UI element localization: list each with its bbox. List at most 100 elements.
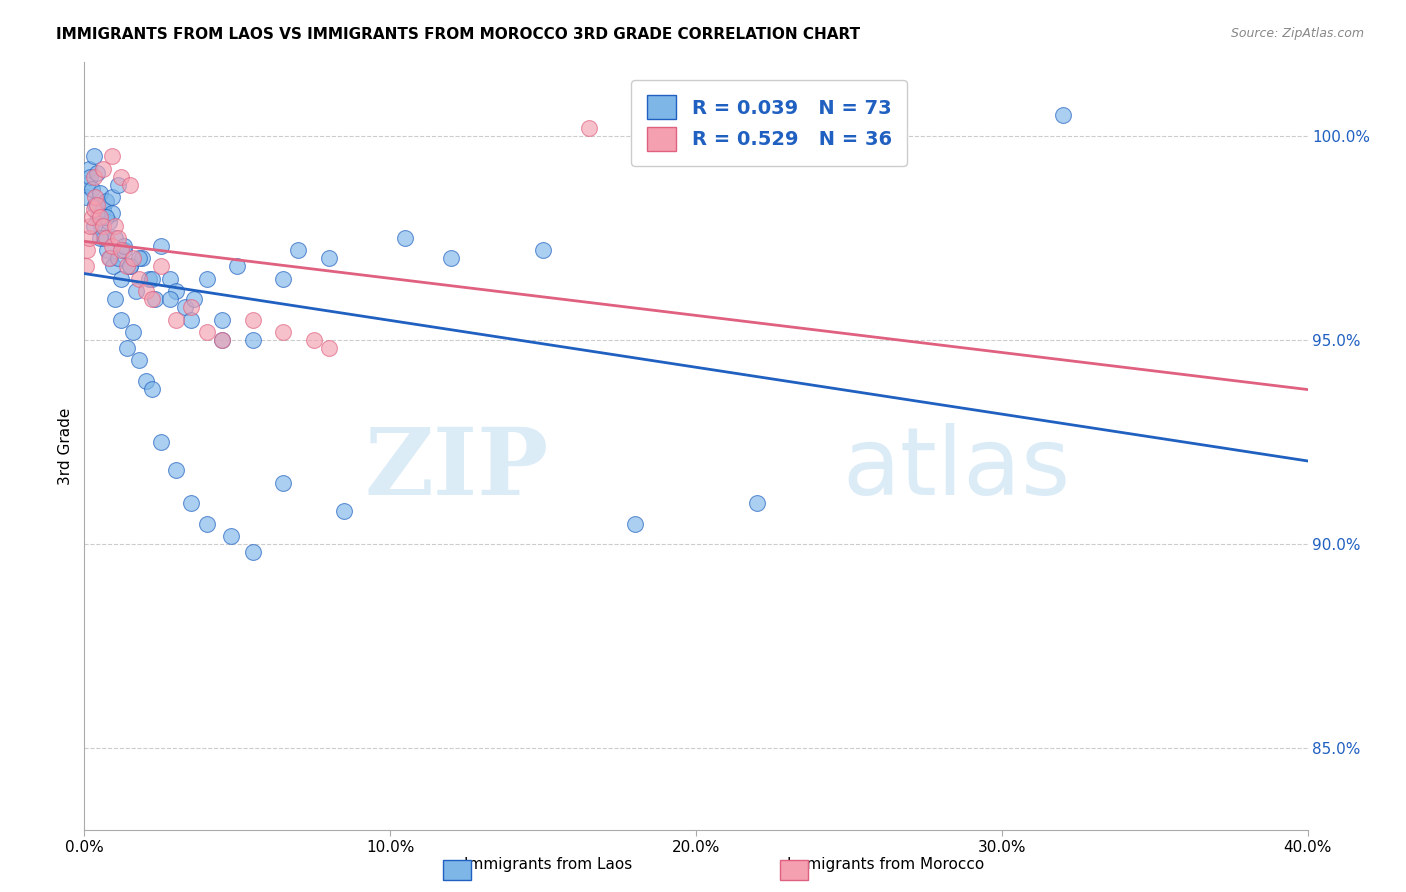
- Point: [226, 260, 249, 274]
- Text: atlas: atlas: [842, 423, 1071, 515]
- Text: Immigrants from Laos: Immigrants from Laos: [464, 857, 633, 872]
- Point: [93, 231, 115, 245]
- Point: [120, 178, 142, 192]
- Point: [97, 252, 120, 266]
- Point: [128, 271, 150, 285]
- Point: [440, 252, 463, 266]
- Point: [271, 475, 294, 490]
- Point: [104, 231, 127, 245]
- Point: [91, 202, 114, 217]
- Point: [77, 161, 100, 176]
- Point: [120, 260, 142, 274]
- Point: [103, 260, 125, 274]
- Point: [141, 292, 163, 306]
- Point: [107, 178, 129, 192]
- Point: [104, 292, 127, 306]
- Point: [86, 166, 108, 180]
- Point: [75, 190, 97, 204]
- Point: [76, 243, 98, 257]
- Point: [302, 333, 325, 347]
- Point: [131, 252, 153, 266]
- Point: [110, 243, 132, 257]
- Point: [195, 516, 218, 531]
- Point: [159, 271, 181, 285]
- Text: IMMIGRANTS FROM LAOS VS IMMIGRANTS FROM MOROCCO 3RD GRADE CORRELATION CHART: IMMIGRANTS FROM LAOS VS IMMIGRANTS FROM …: [56, 27, 860, 42]
- Point: [141, 271, 163, 285]
- Point: [128, 353, 150, 368]
- Point: [120, 260, 142, 274]
- Point: [98, 252, 121, 266]
- Text: Source: ZipAtlas.com: Source: ZipAtlas.com: [1230, 27, 1364, 40]
- Point: [115, 260, 138, 274]
- Point: [83, 202, 105, 217]
- Point: [138, 271, 160, 285]
- Point: [211, 333, 233, 347]
- Point: [149, 434, 172, 449]
- Point: [91, 161, 114, 176]
- Point: [83, 219, 105, 233]
- Point: [97, 214, 120, 228]
- Point: [149, 260, 172, 274]
- Point: [624, 516, 647, 531]
- Point: [110, 169, 132, 184]
- Point: [84, 190, 107, 204]
- Point: [174, 300, 197, 314]
- Point: [141, 382, 163, 396]
- Point: [77, 231, 100, 245]
- Point: [271, 271, 294, 285]
- Point: [165, 463, 187, 477]
- Point: [75, 260, 97, 274]
- Point: [128, 252, 150, 266]
- Point: [211, 312, 233, 326]
- Point: [242, 545, 264, 559]
- Point: [89, 186, 111, 200]
- Point: [79, 219, 101, 233]
- Point: [91, 219, 114, 233]
- Point: [107, 252, 129, 266]
- Point: [242, 333, 264, 347]
- Point: [110, 271, 132, 285]
- Point: [195, 271, 218, 285]
- Point: [89, 211, 111, 225]
- Point: [318, 341, 340, 355]
- Point: [180, 496, 202, 510]
- Point: [112, 243, 135, 257]
- Point: [271, 325, 294, 339]
- Point: [165, 284, 187, 298]
- Point: [101, 149, 124, 163]
- Point: [110, 312, 132, 326]
- Point: [180, 300, 202, 314]
- Point: [122, 252, 145, 266]
- Point: [115, 341, 138, 355]
- Point: [180, 312, 202, 326]
- Point: [87, 211, 110, 225]
- Point: [219, 529, 242, 543]
- Point: [94, 211, 117, 225]
- Point: [94, 194, 117, 209]
- Y-axis label: 3rd Grade: 3rd Grade: [58, 408, 73, 484]
- Point: [333, 504, 356, 518]
- Point: [80, 182, 103, 196]
- Point: [94, 231, 117, 245]
- Point: [159, 292, 181, 306]
- Point: [287, 243, 309, 257]
- Point: [80, 211, 103, 225]
- Point: [86, 198, 108, 212]
- Point: [96, 243, 118, 257]
- Point: [183, 292, 205, 306]
- Point: [104, 219, 127, 233]
- Point: [107, 231, 129, 245]
- Point: [143, 292, 166, 306]
- Point: [83, 149, 105, 163]
- Point: [195, 325, 218, 339]
- Point: [1052, 108, 1074, 122]
- Text: Immigrants from Morocco: Immigrants from Morocco: [787, 857, 984, 872]
- Point: [90, 219, 112, 233]
- Point: [242, 312, 264, 326]
- Point: [112, 239, 135, 253]
- Point: [211, 333, 233, 347]
- Point: [83, 169, 105, 184]
- Point: [149, 239, 172, 253]
- Point: [318, 252, 340, 266]
- Point: [135, 284, 157, 298]
